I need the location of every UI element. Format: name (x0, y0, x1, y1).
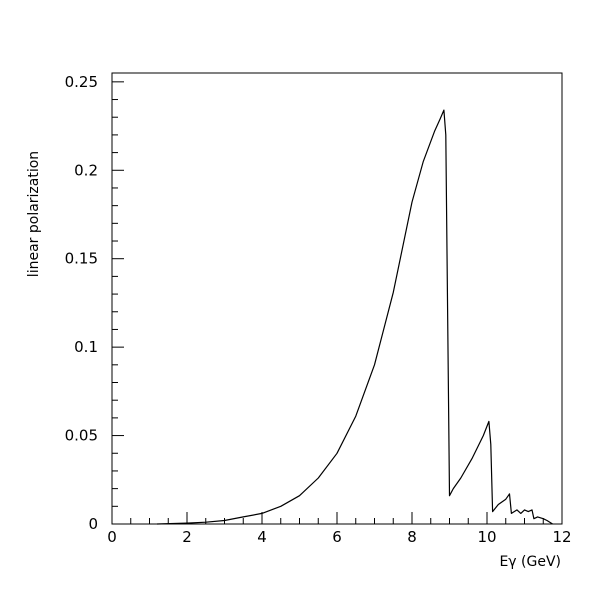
x-tick-label: 6 (332, 528, 342, 546)
y-axis-tick-labels: 0 0.05 0.1 0.15 0.2 0.25 (65, 73, 98, 533)
y-tick-label: 0.1 (74, 338, 98, 356)
x-axis-label: Eγ (GeV) (499, 554, 561, 570)
x-tick-label: 2 (182, 528, 192, 546)
x-axis-ticks (111, 512, 563, 524)
y-tick-label: 0.05 (65, 427, 98, 445)
y-tick-label: 0 (88, 515, 98, 533)
series-line (156, 109, 553, 525)
x-tick-label: 12 (552, 528, 571, 546)
y-tick-label: 0.2 (74, 161, 98, 179)
y-tick-label: 0.25 (65, 73, 98, 91)
series-layer (156, 109, 553, 525)
plot-frame (111, 72, 563, 525)
x-tick-label: 0 (107, 528, 117, 546)
y-tick-label: 0.15 (65, 250, 98, 268)
y-axis-label: linear polarization (26, 151, 42, 277)
x-tick-label: 8 (407, 528, 417, 546)
x-axis-tick-labels: 0 2 4 6 8 10 12 (107, 528, 571, 546)
y-axis-ticks (112, 81, 124, 525)
x-tick-label: 4 (257, 528, 267, 546)
x-tick-label: 10 (477, 528, 496, 546)
